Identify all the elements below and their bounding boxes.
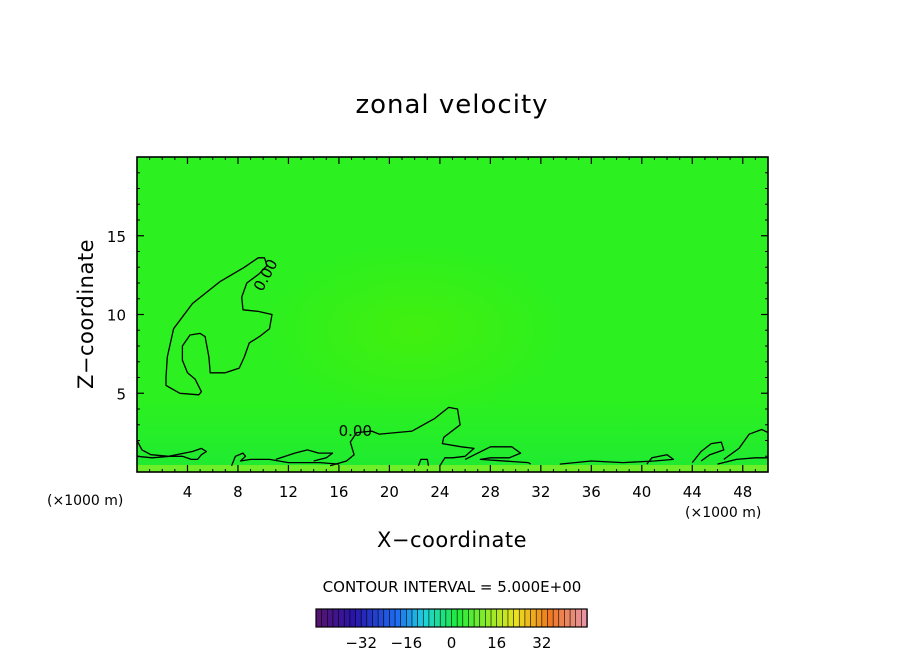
colorbar-tick-label: −16 xyxy=(391,634,423,652)
y-tick-label: 10 xyxy=(107,307,126,325)
colorbar-swatch xyxy=(468,608,475,628)
velocity-core-region xyxy=(265,245,565,415)
lower-velocity-band xyxy=(137,400,768,472)
x-tick-label: 48 xyxy=(733,483,752,501)
colorbar-swatch xyxy=(360,608,368,628)
colorbar-swatch xyxy=(535,608,543,628)
zero-contour-line xyxy=(417,458,430,466)
x-axis-label: X−coordinate xyxy=(377,528,527,552)
plot-area xyxy=(137,157,768,472)
x-tick-label: 12 xyxy=(279,483,298,501)
colorbar-swatch xyxy=(513,608,520,628)
colorbar-tick-label: 32 xyxy=(532,634,551,652)
y-axis-unit-label: (×1000 m) xyxy=(47,493,123,509)
colorbar-tick-label: −32 xyxy=(345,634,377,652)
colorbar-swatch xyxy=(326,608,334,628)
colorbar-swatch xyxy=(462,608,470,628)
colorbar-swatch xyxy=(332,608,340,628)
colorbar-swatch xyxy=(389,608,396,628)
zero-contour-line xyxy=(137,440,208,461)
colorbar-swatch xyxy=(422,608,430,628)
colorbar-swatch xyxy=(564,608,571,628)
colorbar-swatch xyxy=(366,608,374,628)
colorbar-swatch xyxy=(372,608,379,628)
x-axis-unit-label: (×1000 m) xyxy=(685,505,761,521)
y-tick-label: 15 xyxy=(107,228,126,246)
x-tick-label: 36 xyxy=(582,483,601,501)
x-tick-label: 24 xyxy=(430,483,449,501)
colorbar-swatch xyxy=(343,608,351,628)
colorbar-swatch xyxy=(473,608,481,628)
zero-contour-line xyxy=(275,449,334,462)
colorbar-swatch xyxy=(445,608,453,628)
zero-contour-line xyxy=(559,454,675,465)
colorbar-swatch xyxy=(541,608,549,628)
colorbar-swatch xyxy=(338,608,345,628)
colorbar-swatch xyxy=(321,608,328,628)
zero-contour-line xyxy=(230,452,339,466)
colorbar-swatch xyxy=(406,608,413,628)
bottom-velocity-layer xyxy=(137,465,768,472)
colorbar-swatch xyxy=(315,608,323,628)
colorbar-swatch xyxy=(496,608,504,628)
colorbar-swatch xyxy=(394,608,402,628)
zero-contour-line xyxy=(691,441,725,464)
x-axis: 4 8 12 16 20 24 28 32 36 40 44 48 xyxy=(149,157,756,501)
x-tick-label: 4 xyxy=(183,483,193,501)
colorbar-swatch xyxy=(355,608,362,628)
x-tick-label: 20 xyxy=(380,483,399,501)
colorbar-swatch xyxy=(349,608,357,628)
colorbar-swatch xyxy=(456,608,464,628)
colorbar-swatch xyxy=(502,608,509,628)
colorbar-swatch xyxy=(552,608,560,628)
colorbar-swatch xyxy=(575,608,583,628)
zero-contour-line xyxy=(717,457,768,465)
x-tick-label: 32 xyxy=(531,483,550,501)
colorbar-swatch xyxy=(428,608,436,628)
colorbar-swatch xyxy=(547,608,554,628)
y-axis-label: Z−coordinate xyxy=(74,239,98,389)
colorbar-swatch xyxy=(558,608,566,628)
colorbar-swatch xyxy=(383,608,391,628)
colorbar-swatch xyxy=(530,608,537,628)
x-tick-label: 16 xyxy=(329,483,348,501)
colorbar-swatch xyxy=(524,608,532,628)
colorbar-swatch xyxy=(439,608,447,628)
zero-contour-line xyxy=(165,257,273,396)
colorbar-swatch xyxy=(485,608,492,628)
contour-label: 0.00 xyxy=(339,422,372,440)
zero-contour-line xyxy=(329,406,475,467)
colorbar-swatch xyxy=(518,608,526,628)
colorbar-swatch xyxy=(451,608,458,628)
colorbar-swatch xyxy=(417,608,424,628)
colorbar-swatch xyxy=(434,608,441,628)
y-axis: 5 10 15 xyxy=(107,172,768,457)
colorbar-swatch xyxy=(411,608,419,628)
colorbar-swatch xyxy=(507,608,515,628)
x-tick-label: 8 xyxy=(233,483,243,501)
colorbar-swatch xyxy=(490,608,498,628)
x-tick-label: 44 xyxy=(683,483,702,501)
chart-title: zonal velocity xyxy=(355,90,548,120)
zero-contour-line xyxy=(723,428,768,460)
x-tick-label: 40 xyxy=(632,483,651,501)
x-tick-label: 28 xyxy=(481,483,500,501)
colorbar-swatch xyxy=(377,608,385,628)
colorbar-swatch xyxy=(569,608,577,628)
y-tick-label: 5 xyxy=(116,385,126,403)
zero-contours xyxy=(137,257,768,467)
contour-interval-label: CONTOUR INTERVAL = 5.000E+00 xyxy=(323,578,582,596)
colorbar-tick-label: 16 xyxy=(487,634,506,652)
colorbar-swatch xyxy=(479,608,487,628)
zero-contour-line xyxy=(464,446,532,465)
colorbar: −32 −16 0 16 32 xyxy=(315,608,588,652)
colorbar-tick-label: 0 xyxy=(447,634,457,652)
colorbar-swatch xyxy=(400,608,408,628)
colorbar-frame xyxy=(315,608,588,628)
